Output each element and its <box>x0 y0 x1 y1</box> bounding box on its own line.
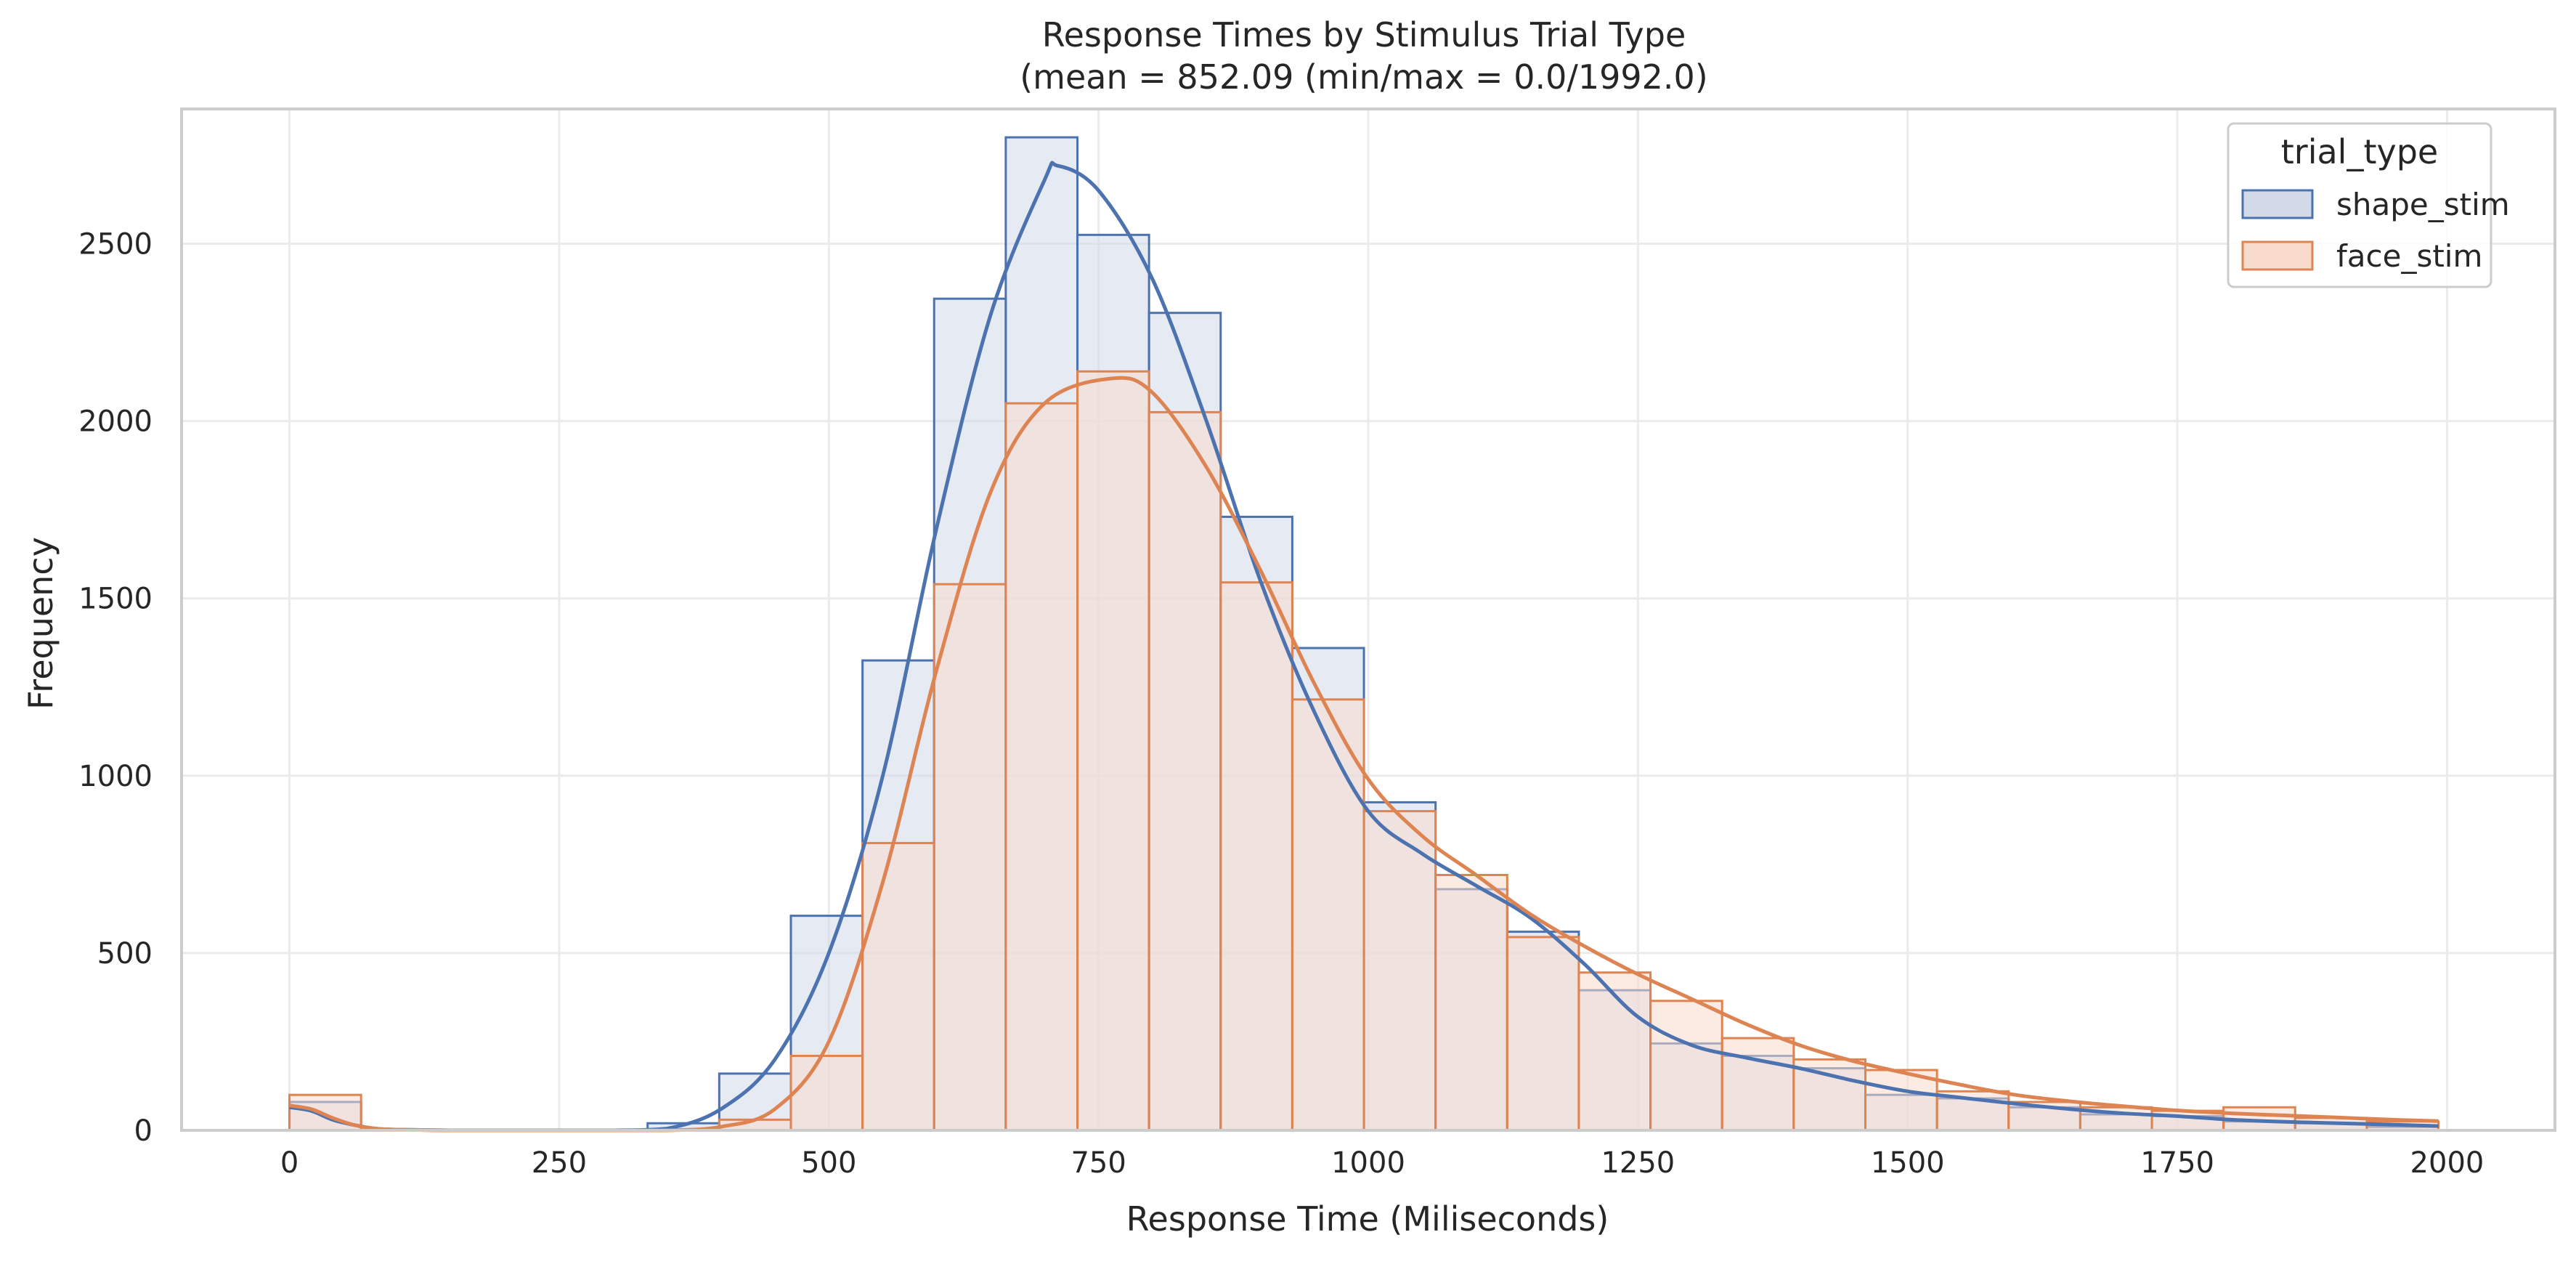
histogram-bar-face-stim <box>1076 370 1150 1132</box>
histogram-bar-face-stim <box>1004 402 1079 1132</box>
y-tick-label: 1000 <box>78 760 153 793</box>
histogram-bar-face-stim <box>1649 1000 1723 1132</box>
legend-label-shape-stim: shape_stim <box>2336 187 2510 222</box>
x-tick-label: 0 <box>280 1146 298 1180</box>
x-tick-label: 1750 <box>2140 1146 2214 1180</box>
legend: trial_type shape_stim face_stim <box>2227 122 2510 288</box>
chart-title-line2: (mean = 852.09 (min/max = 0.0/1992.0) <box>1020 57 1708 97</box>
x-tick-label: 750 <box>1070 1146 1126 1180</box>
plot-border <box>180 108 2556 1132</box>
x-tick-label: 2000 <box>2410 1146 2484 1180</box>
chart-title-line1: Response Times by Stimulus Trial Type <box>1042 15 1686 54</box>
x-tick-label: 500 <box>801 1146 856 1180</box>
x-axis-label: Response Time (Miliseconds) <box>1126 1199 1609 1239</box>
plot-frame <box>180 108 2556 1132</box>
x-tick-label: 250 <box>532 1146 587 1180</box>
legend-label-face-stim: face_stim <box>2336 238 2482 274</box>
histogram-bar-face-stim <box>933 583 1007 1132</box>
x-tick-label: 1500 <box>1871 1146 1945 1180</box>
histogram-bar-face-stim <box>861 842 935 1132</box>
y-tick-label: 1500 <box>78 583 153 616</box>
x-tick-label: 1000 <box>1331 1146 1405 1180</box>
histogram-bar-face-stim <box>1291 698 1365 1132</box>
y-tick-label: 2500 <box>78 228 153 262</box>
histogram-bar-face-stim <box>1219 581 1293 1132</box>
y-axis-label: Frequency <box>21 537 60 710</box>
histogram-bar-face-stim <box>1720 1037 1795 1132</box>
histogram-bar-face-stim <box>789 1054 864 1132</box>
legend-title: trial_type <box>2281 132 2438 171</box>
legend-swatch-face-stim <box>2241 240 2314 271</box>
y-tick-label: 500 <box>97 937 153 971</box>
y-tick-label: 2000 <box>78 405 153 439</box>
histogram-bar-face-stim <box>1434 874 1508 1132</box>
histogram-bar-face-stim <box>1147 410 1222 1132</box>
x-tick-label: 1250 <box>1601 1146 1675 1180</box>
y-tick-label: 0 <box>134 1114 153 1148</box>
histogram-bar-face-stim <box>1506 936 1580 1132</box>
tick-labels: 0 250 500 750 1000 1250 1500 1750 2000 0 500 1000 15… <box>78 228 2484 1180</box>
histogram-bar-face-stim <box>1362 810 1437 1132</box>
legend-swatch-shape-stim <box>2241 189 2314 219</box>
